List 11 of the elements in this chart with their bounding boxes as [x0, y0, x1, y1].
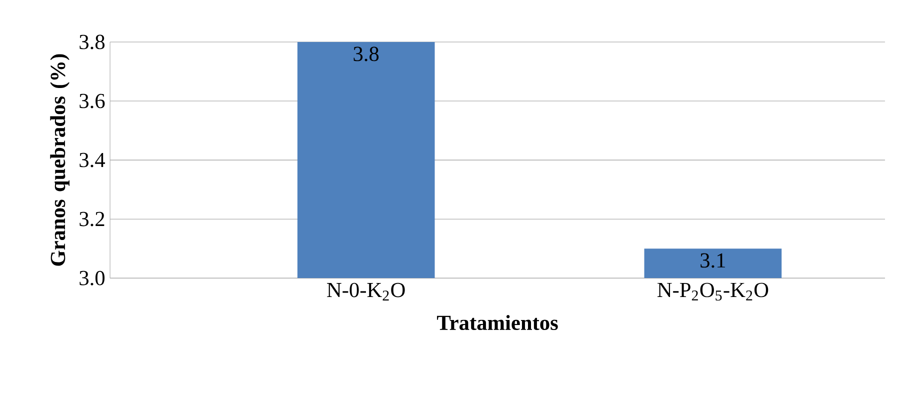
y-axis-title: Granos quebrados (%) [50, 54, 70, 266]
y-tick-label: 3.6 [80, 94, 105, 108]
data-label: 3.1 [700, 253, 726, 268]
y-tick-label: 3.8 [80, 34, 105, 50]
x-tick-label: N-P$_{2}$O$_{5}$-K$_{2}$O [657, 282, 768, 301]
y-tick-label: 3.4 [80, 152, 105, 168]
y-tick-label: 3.2 [80, 212, 104, 226]
x-axis-title: Tratamientos [437, 315, 558, 330]
y-tick-label: 3.0 [80, 270, 105, 286]
data-label: 3.8 [354, 46, 379, 62]
x-tick-label: N-0-K$_{2}$O [327, 282, 405, 301]
